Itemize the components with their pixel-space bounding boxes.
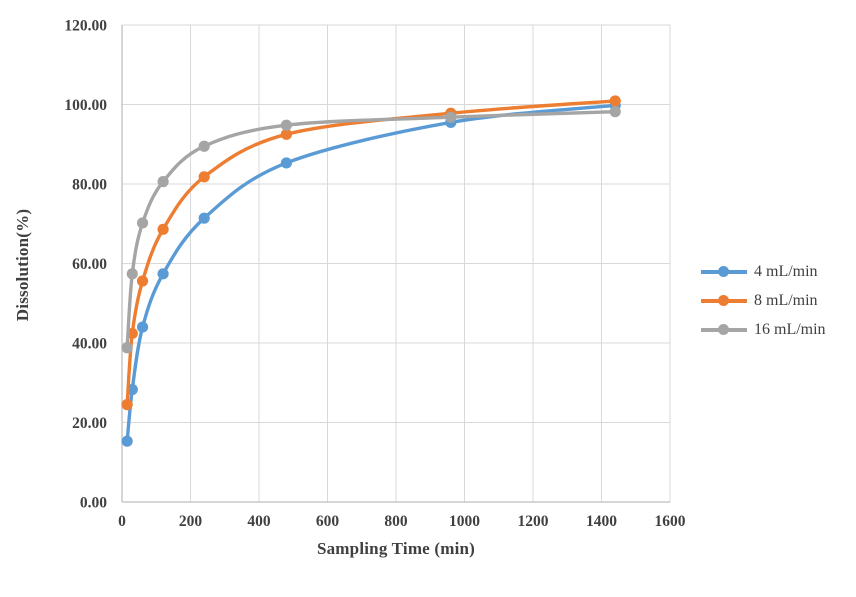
legend-swatch-4ml <box>701 266 747 277</box>
data-point-16-ml-min <box>126 268 138 280</box>
legend: 4 mL/min 8 mL/min 16 mL/min <box>701 257 826 344</box>
x-tick-label: 1200 <box>518 513 549 530</box>
x-tick-label: 600 <box>316 513 340 530</box>
legend-item-4ml: 4 mL/min <box>701 257 826 286</box>
y-tick-label: 120.00 <box>64 18 107 35</box>
data-point-8-ml-min <box>121 399 133 411</box>
x-tick-label: 1000 <box>449 513 480 530</box>
legend-item-16ml: 16 mL/min <box>701 315 826 344</box>
y-axis-title: Dissolution(%) <box>13 208 32 322</box>
data-point-8-ml-min <box>280 128 292 140</box>
y-tick-label: 100.00 <box>64 97 107 114</box>
data-point-16-ml-min <box>157 176 169 188</box>
x-tick-label: 400 <box>247 513 271 530</box>
data-point-4-ml-min <box>280 157 292 169</box>
x-axis-title: Sampling Time (min) <box>316 539 476 558</box>
series-line-4-ml-min <box>125 103 617 443</box>
data-point-8-ml-min <box>136 275 149 287</box>
data-point-4-ml-min <box>121 435 133 447</box>
legend-marker-icon <box>718 266 729 277</box>
data-point-4-ml-min <box>198 212 210 224</box>
legend-swatch-16ml <box>701 324 747 335</box>
y-tick-label: 60.00 <box>72 256 107 273</box>
legend-marker-icon <box>718 324 729 335</box>
x-tick-label: 0 <box>118 513 126 530</box>
y-tick-label: 20.00 <box>72 415 107 432</box>
data-point-4-ml-min <box>136 321 149 333</box>
y-tick-label: 80.00 <box>72 177 107 194</box>
x-tick-label: 200 <box>179 513 203 530</box>
legend-swatch-8ml <box>701 295 747 306</box>
data-point-16-ml-min <box>445 111 457 123</box>
x-tick-label: 800 <box>384 513 408 530</box>
x-tick-label: 1400 <box>586 513 617 530</box>
data-point-16-ml-min <box>280 119 292 131</box>
data-point-8-ml-min <box>609 95 621 107</box>
legend-marker-icon <box>718 295 729 306</box>
legend-item-8ml: 8 mL/min <box>701 286 826 315</box>
data-point-16-ml-min <box>198 140 210 152</box>
data-point-16-ml-min <box>136 217 149 229</box>
y-tick-label: 40.00 <box>72 336 107 353</box>
legend-label-8ml: 8 mL/min <box>754 291 818 309</box>
data-point-8-ml-min <box>157 223 169 235</box>
legend-label-4ml: 4 mL/min <box>754 262 818 280</box>
data-point-16-ml-min <box>609 106 621 118</box>
x-tick-label: 1600 <box>655 513 686 530</box>
y-tick-label: 0.00 <box>80 495 107 512</box>
data-point-16-ml-min <box>121 342 133 354</box>
data-point-8-ml-min <box>198 171 210 183</box>
legend-label-16ml: 16 mL/min <box>754 320 826 338</box>
data-point-4-ml-min <box>157 268 169 280</box>
